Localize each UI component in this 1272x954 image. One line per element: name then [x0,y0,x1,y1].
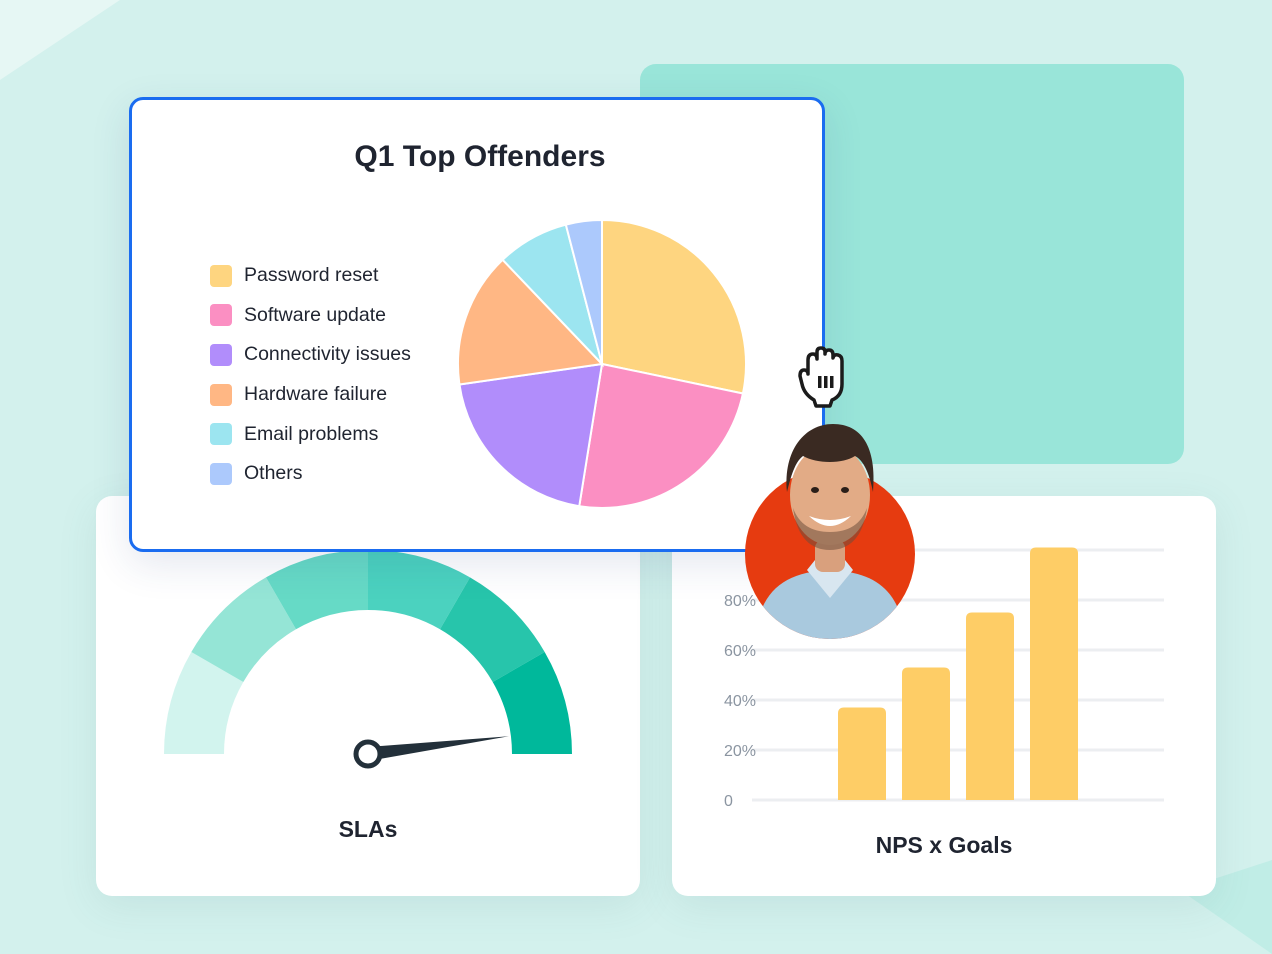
y-tick-label: 60% [724,643,756,660]
sla-card[interactable]: SLAs [96,496,640,896]
legend-label: Password reset [244,264,379,287]
legend-item-others: Others [210,454,411,494]
pie-title: Q1 Top Offenders [354,140,606,173]
bar-1 [838,707,886,800]
pie-slice-software-update [578,362,745,509]
legend-label: Email problems [244,422,379,445]
pie-slice-hardware-failure [457,258,605,386]
legend-item-hardware-failure: Hardware failure [210,375,411,415]
bar-tick-labels: 0 20% 40% 60% 80% [724,593,756,810]
pie-legend: Password reset Software update Connectiv… [210,256,411,494]
background-light-triangle [0,0,120,80]
person-figure [755,424,905,639]
legend-swatch [210,383,232,406]
y-tick-label: 20% [724,743,756,760]
gauge-segment-1 [164,652,244,754]
sla-gauge [164,550,572,769]
legend-swatch [210,462,232,485]
bar-2 [902,667,950,800]
pie-slice-connectivity-issues [458,362,604,508]
legend-label: Connectivity issues [244,343,411,366]
gauge-needle [367,736,509,761]
pie-slice-others [564,218,603,365]
legend-swatch [210,423,232,446]
y-tick-label: 40% [724,693,756,710]
legend-swatch [210,264,232,287]
legend-item-connectivity-issues: Connectivity issues [210,335,411,375]
pie-slice-password-reset [601,218,747,395]
bar-bars [838,547,1078,800]
legend-item-software-update: Software update [210,296,411,336]
legend-item-email-problems: Email problems [210,414,411,454]
sla-title: SLAs [338,816,398,842]
nps-card[interactable]: 0 20% 40% 60% 80% NPS x Goals [672,496,1216,896]
gauge-segment-4 [368,550,470,630]
gauge-segment-6 [492,652,572,754]
gauge-segment-2 [191,577,296,682]
nps-title: NPS x Goals [875,832,1013,858]
nps-bar-chart: 0 20% 40% 60% 80% [724,547,1164,810]
grab-hand-cursor-icon [798,346,844,408]
top-offenders-card[interactable]: Q1 Top Offenders Password reset Software… [129,97,825,552]
legend-label: Software update [244,303,387,326]
legend-label: Hardware failure [244,383,388,406]
legend-item-password-reset: Password reset [210,256,411,296]
gauge-segment-5 [440,577,545,682]
pie-chart [457,218,747,509]
y-tick-label: 0 [724,793,733,810]
gauge-segment-3 [266,550,368,630]
bar-4 [1030,547,1078,800]
y-tick-label: 80% [724,593,756,610]
legend-swatch [210,304,232,327]
gauge-hub [353,739,383,769]
legend-label: Others [244,462,303,485]
legend-swatch [210,343,232,366]
bar-3 [966,612,1014,800]
user-avatar [745,424,915,639]
gauge-segments [164,550,572,754]
